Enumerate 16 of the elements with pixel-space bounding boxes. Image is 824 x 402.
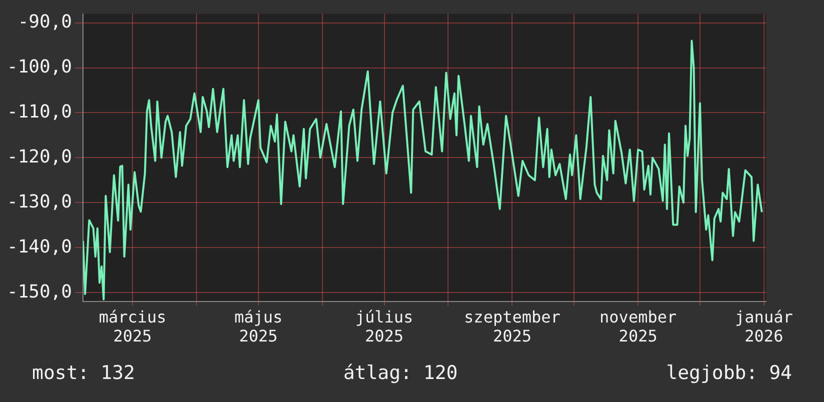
text: átlag: 120	[343, 362, 458, 384]
y-tick-label: -120,0	[6, 146, 72, 168]
x-tick-label: szeptember 2025	[464, 307, 561, 346]
x-tick-label: november 2025	[600, 307, 677, 346]
x-tick-label: január 2026	[735, 307, 794, 346]
y-tick-label: -90,0	[18, 11, 72, 32]
x-tick-label: május 2025	[234, 307, 282, 346]
y-tick-label: -110,0	[6, 101, 72, 122]
text: most: 132	[32, 362, 135, 384]
y-tick-label: -150,0	[6, 281, 72, 302]
y-tick-label: -100,0	[6, 56, 72, 78]
x-tick-label: március 2025	[98, 307, 166, 346]
y-tick-label: -130,0	[6, 191, 72, 212]
x-tick-label: július 2025	[355, 307, 414, 346]
y-tick-label: -140,0	[6, 236, 72, 258]
text: legjobb: 94	[666, 362, 792, 384]
